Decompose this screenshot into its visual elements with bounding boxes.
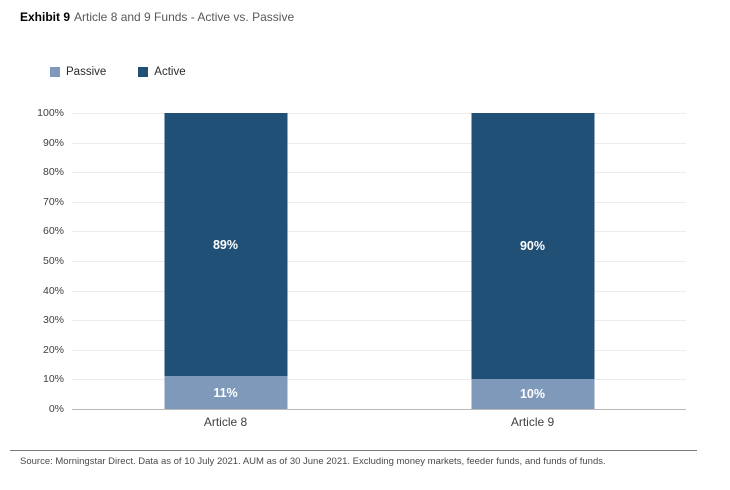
plot-area: 11% 89% 10% 90% bbox=[72, 113, 686, 410]
segment-active-article-9: 90% bbox=[471, 113, 594, 380]
gridline bbox=[72, 349, 686, 351]
y-tick-label: 100% bbox=[37, 107, 64, 119]
y-tick-label: 60% bbox=[42, 225, 64, 238]
gridline bbox=[72, 231, 686, 233]
gridline bbox=[72, 201, 686, 203]
gridline bbox=[72, 290, 686, 292]
x-axis: Article 8 Article 9 bbox=[72, 415, 686, 433]
legend-swatch-passive-icon bbox=[50, 67, 60, 77]
segment-passive-article-9: 10% bbox=[471, 379, 594, 409]
y-tick-label: 30% bbox=[42, 314, 64, 327]
gridline bbox=[72, 320, 686, 322]
legend-swatch-active-icon bbox=[138, 67, 149, 77]
y-tick-label: 70% bbox=[42, 195, 64, 208]
legend-item-active: Active bbox=[138, 66, 186, 78]
gridline bbox=[72, 261, 686, 262]
value-label: 11% bbox=[213, 385, 238, 400]
chart-title: Exhibit 9 Article 8 and 9 Funds - Active … bbox=[20, 10, 294, 24]
y-tick-label: 0% bbox=[48, 403, 64, 415]
bar-article-8: 11% 89% bbox=[164, 113, 287, 409]
legend-label: Passive bbox=[66, 66, 107, 78]
y-tick-label: 20% bbox=[42, 343, 64, 356]
gridline bbox=[72, 379, 686, 381]
value-label: 90% bbox=[519, 239, 546, 254]
gridline bbox=[72, 113, 686, 114]
axis-baseline bbox=[72, 409, 686, 410]
value-label: 89% bbox=[212, 237, 239, 252]
bar-article-9: 10% 90% bbox=[471, 113, 594, 409]
chart-title-text: Article 8 and 9 Funds - Active vs. Passi… bbox=[74, 10, 295, 24]
y-tick-label: 40% bbox=[42, 284, 64, 297]
footer-divider bbox=[10, 450, 697, 451]
y-tick-label: 90% bbox=[42, 136, 64, 149]
exhibit-number-label: Exhibit 9 bbox=[20, 10, 71, 24]
value-label: 10% bbox=[519, 387, 546, 402]
legend-item-passive: Passive bbox=[50, 66, 106, 78]
gridline bbox=[72, 172, 686, 174]
y-tick-label: 80% bbox=[42, 166, 64, 179]
y-tick-label: 50% bbox=[42, 255, 64, 267]
legend-label: Active bbox=[154, 66, 186, 78]
source-note: Source: Morningstar Direct. Data as of 1… bbox=[20, 456, 606, 467]
segment-passive-article-8: 11% bbox=[164, 376, 287, 409]
segment-active-article-8: 89% bbox=[164, 113, 287, 377]
gridline bbox=[72, 142, 686, 144]
y-tick-label: 10% bbox=[42, 373, 64, 386]
x-tick-label: Article 9 bbox=[510, 415, 555, 429]
y-axis: 100% 90% 80% 70% 60% 50% 40% 30% 20% 10% 0% bbox=[0, 107, 64, 415]
x-tick-label: Article 8 bbox=[203, 415, 248, 429]
legend: Passive Active bbox=[50, 66, 186, 78]
